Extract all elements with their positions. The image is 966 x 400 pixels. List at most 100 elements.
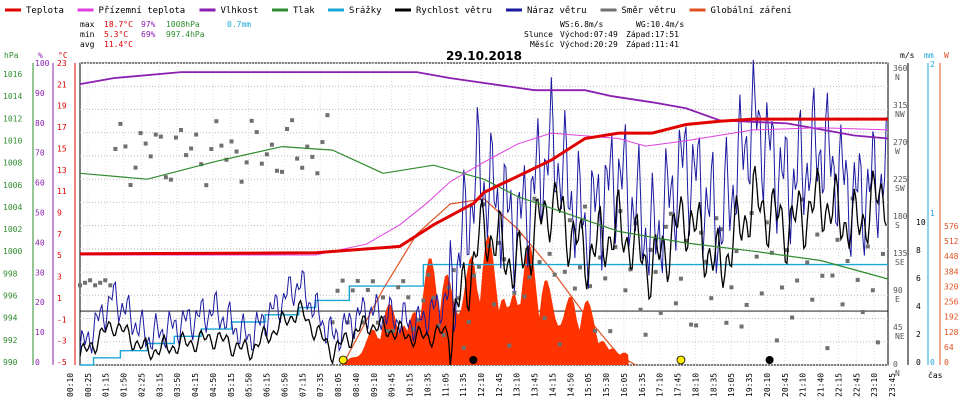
wind-dir-point [169,178,173,182]
y-tick-temp: -3 [57,337,67,346]
y-tick-hpa: 1016 [3,70,22,79]
wind-dir-point [462,346,466,350]
y-tick-temp: -1 [57,315,67,324]
wind-dir-point [805,260,809,264]
y-tick-pct: 20 [35,298,45,307]
y-tick-ms: 8 [916,246,921,255]
wind-dir-point [689,323,693,327]
wind-dir-point [810,298,814,302]
sun-set: Západ:17:51 [626,30,679,39]
y-tick-hpa: 1004 [3,203,22,212]
wind-dir-point [250,119,254,123]
y-tick-dir-deg: 90 [893,286,903,295]
y-tick-dir-deg: 0 [893,360,898,369]
wind-dir-point [255,130,259,134]
moon-rise: Východ:20:29 [560,40,618,49]
wind-dir-point [265,152,269,156]
x-tick-label: 17:45 [674,373,683,397]
wind-dir-point [103,278,107,282]
x-tick-label: 19:05 [727,373,736,397]
wind-dir-point [876,340,880,344]
moonrise-marker [766,356,774,364]
y-tick-temp: 1 [57,294,62,303]
wind-dir-point [285,127,289,131]
wind-dir-point [134,166,138,170]
x-tick-label: 15:05 [584,373,593,397]
wind-dir-point [603,276,607,280]
y-tick-ms: 10 [916,218,926,227]
x-tick-label: 07:35 [316,373,325,397]
wind-dir-point [654,270,658,274]
wind-dir-point [507,344,511,348]
x-tick-label: 15:30 [602,373,611,397]
wind-dir-point [310,155,314,159]
y-tick-pct: 30 [35,268,45,277]
wind-dir-point [467,320,471,324]
y-tick-dir-deg: 360 [893,64,908,73]
y-tick-hpa: 1000 [3,247,22,256]
y-tick-temp: 21 [57,80,67,89]
x-tick-label: 06:15 [263,373,272,397]
y-tick-ms: 6 [916,274,921,283]
wind-dir-point [235,150,239,154]
stat-avg-temp: 11.4°C [104,40,133,49]
wind-dir-point [396,285,400,289]
y-tick-hpa: 1002 [3,225,22,234]
x-tick-label: 04:50 [209,373,218,397]
wind-dir-point [371,279,375,283]
moonset-marker [469,356,477,364]
wind-dir-point [149,154,153,158]
wind-dir-point [830,274,834,278]
stat-max-rain: 0.7mm [227,20,251,29]
wind-dir-point [593,329,597,333]
wind-dir-point [866,244,870,248]
x-tick-label: 09:45 [388,373,397,397]
y-tick-dir-deg: 45 [893,323,903,332]
chart-title: 29.10.2018 [446,49,522,63]
x-tick-label: 09:10 [370,373,379,397]
wind-dir-point [194,133,198,137]
x-tick-label: 10:15 [406,373,415,397]
wind-dir-point [538,260,542,264]
y-tick-dir-name: SW [895,184,905,193]
y-tick-pct: 100 [35,59,50,68]
y-tick-temp: 15 [57,144,67,153]
wind-dir-point [825,346,829,350]
wind-dir-point [139,131,143,135]
y-tick-w: 320 [944,282,959,291]
moon-label: Měsíc [530,40,554,49]
wind-wg: WG:10.4m/s [636,20,684,29]
x-tick-label: 23:10 [870,373,879,397]
y-tick-pct: 40 [35,238,45,247]
wind-dir-point [553,273,557,277]
x-tick-label: 14:15 [548,373,557,397]
axis-unit-w: W [944,51,949,60]
wind-dir-point [644,333,648,337]
y-tick-w: 192 [944,313,959,322]
wind-dir-point [300,166,304,170]
x-tick-label: 13:10 [513,373,522,397]
x-tick-label: 21:40 [817,373,826,397]
x-tick-label: 14:50 [566,373,575,397]
x-tick-label: 21:10 [799,373,808,397]
x-tick-label: 22:45 [852,373,861,397]
y-tick-dir-name: W [895,147,900,156]
y-tick-dir-deg: 270 [893,138,908,147]
wind-dir-point [290,118,294,122]
y-tick-hpa: 1014 [3,92,22,101]
x-tick-label: 00:25 [84,373,93,397]
y-tick-dir-name: NE [895,332,905,341]
wind-dir-point [179,128,183,132]
y-tick-hpa: 992 [3,336,18,345]
y-tick-dir-deg: 135 [893,249,908,258]
wind-dir-point [861,310,865,314]
wind-dir-point [558,342,562,346]
wind-dir-point [790,315,794,319]
y-tick-temp: 17 [57,123,67,132]
wind-dir-point [341,279,345,283]
wind-dir-point [639,308,643,312]
y-tick-hpa: 1008 [3,159,22,168]
stat-max-temp: 18.7°C [104,20,133,29]
wind-dir-point [815,233,819,237]
wind-dir-point [729,285,733,289]
